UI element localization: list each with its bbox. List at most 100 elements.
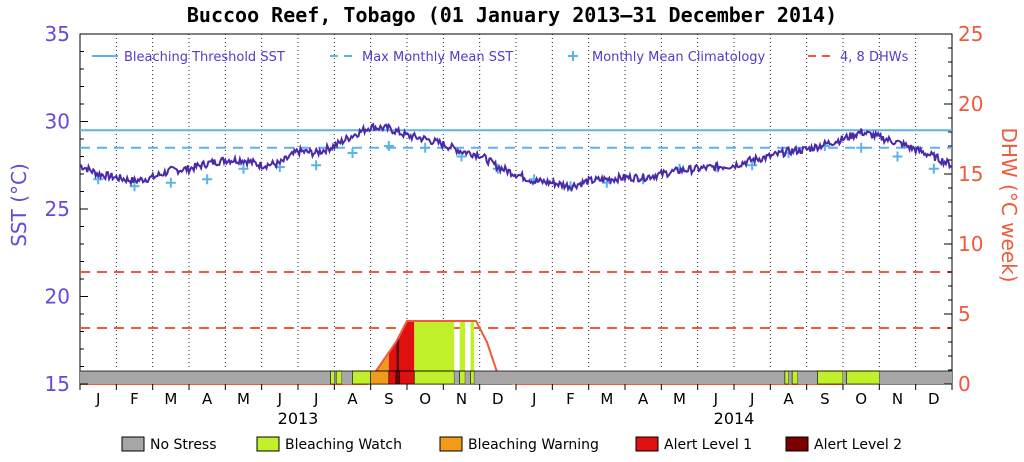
month-label: S bbox=[384, 390, 394, 408]
legend-swatch bbox=[121, 436, 145, 452]
left-tick-label: 35 bbox=[45, 22, 70, 46]
stress-segment bbox=[465, 371, 471, 384]
legend-swatch bbox=[256, 436, 280, 452]
stress-segment bbox=[784, 370, 789, 385]
month-label: A bbox=[202, 390, 213, 408]
legend-label: 4, 8 DHWs bbox=[840, 50, 909, 65]
stress-segment bbox=[788, 371, 793, 384]
month-label: M bbox=[600, 390, 613, 408]
right-tick-label: 0 bbox=[958, 372, 971, 396]
stress-level-bar bbox=[80, 370, 952, 385]
month-label: J bbox=[95, 390, 100, 408]
month-label: N bbox=[892, 390, 903, 408]
left-axis: 15 20 25 30 35 bbox=[45, 22, 88, 396]
stress-segment bbox=[388, 370, 397, 385]
month-label: S bbox=[820, 390, 830, 408]
left-tick-label: 15 bbox=[45, 372, 70, 396]
climatology-point bbox=[165, 177, 176, 188]
legend-swatch bbox=[568, 51, 578, 61]
month-label: N bbox=[456, 390, 467, 408]
right-axis: 0 5 10 15 20 25 bbox=[944, 22, 983, 396]
legend-swatch bbox=[785, 436, 809, 452]
month-label: A bbox=[638, 390, 649, 408]
climatology-point bbox=[238, 163, 249, 174]
month-label: F bbox=[566, 390, 575, 408]
stress-segment bbox=[879, 371, 952, 384]
stress-segment bbox=[335, 370, 342, 385]
month-label: J bbox=[749, 390, 754, 408]
stress-segment bbox=[413, 370, 455, 385]
legend-label: Alert Level 2 bbox=[814, 437, 902, 453]
legend-swatch bbox=[635, 436, 659, 452]
stress-segment bbox=[846, 370, 880, 385]
month-label: M bbox=[673, 390, 686, 408]
month-label: J bbox=[313, 390, 318, 408]
year-label: 2014 bbox=[714, 409, 755, 428]
legend-label: Alert Level 1 bbox=[664, 437, 752, 453]
legend-label: Bleaching Watch bbox=[285, 437, 402, 453]
legend-label: Bleaching Warning bbox=[468, 437, 599, 453]
month-gridlines bbox=[115, 34, 917, 370]
stress-segment bbox=[459, 370, 466, 385]
stress-segment bbox=[370, 370, 390, 385]
legend-label: Bleaching Threshold SST bbox=[124, 50, 285, 65]
right-tick-label: 25 bbox=[958, 22, 983, 46]
sst-line bbox=[79, 122, 953, 193]
stress-segment bbox=[817, 370, 844, 385]
climatology-point bbox=[311, 160, 322, 171]
x-axis: J F M A M J J A S O N D J F M A M J J A S O N D 2013 2014 bbox=[79, 384, 953, 428]
stress-segment bbox=[399, 370, 415, 385]
month-label: F bbox=[130, 390, 139, 408]
year-label: 2013 bbox=[278, 409, 319, 428]
month-label: O bbox=[855, 390, 867, 408]
legend-label: Max Monthly Mean SST bbox=[362, 50, 513, 65]
left-tick-label: 20 bbox=[45, 285, 70, 309]
legend-swatch bbox=[439, 436, 463, 452]
chart-title: Buccoo Reef, Tobago (01 January 2013–31 … bbox=[187, 3, 837, 27]
left-tick-label: 30 bbox=[45, 110, 70, 134]
stress-segment bbox=[352, 370, 371, 385]
month-label: O bbox=[419, 390, 431, 408]
month-label: M bbox=[164, 390, 177, 408]
legend-label: Monthly Mean Climatology bbox=[592, 50, 766, 65]
legend-top: Bleaching Threshold SST Max Monthly Mean … bbox=[92, 50, 909, 65]
left-axis-label: SST (°C) bbox=[7, 163, 31, 247]
month-label: M bbox=[237, 390, 250, 408]
month-label: A bbox=[347, 390, 358, 408]
stress-segment bbox=[791, 370, 798, 385]
month-label: J bbox=[713, 390, 718, 408]
climatology-point bbox=[892, 151, 903, 162]
climatology-point bbox=[383, 141, 394, 151]
climatology-point bbox=[747, 160, 758, 171]
stress-segment bbox=[80, 371, 331, 384]
stress-segment bbox=[797, 371, 818, 384]
stress-segment bbox=[334, 371, 337, 384]
month-label: J bbox=[531, 390, 536, 408]
reference-lines bbox=[80, 129, 952, 329]
climatology-point bbox=[347, 148, 358, 158]
right-tick-label: 5 bbox=[958, 302, 971, 326]
dhw-fill-segment bbox=[414, 321, 455, 384]
month-label: D bbox=[928, 390, 940, 408]
stress-segment bbox=[341, 371, 353, 384]
climatology-point bbox=[420, 142, 431, 153]
right-axis-label: DHW (°C week) bbox=[997, 127, 1021, 282]
stress-segment bbox=[395, 370, 401, 385]
stress-segment bbox=[843, 371, 847, 384]
stress-segment bbox=[474, 371, 785, 384]
stress-segment bbox=[330, 370, 335, 385]
stress-segment bbox=[454, 371, 460, 384]
dhw-fill-segment bbox=[459, 321, 466, 384]
month-label: D bbox=[492, 390, 504, 408]
dhw-fill-segment bbox=[470, 321, 475, 384]
legend-label: No Stress bbox=[150, 437, 217, 453]
dhw-fill-segment bbox=[399, 321, 415, 384]
month-label: A bbox=[783, 390, 794, 408]
month-label: J bbox=[277, 390, 282, 408]
right-tick-label: 15 bbox=[958, 162, 983, 186]
right-tick-label: 20 bbox=[958, 92, 983, 116]
stress-segment bbox=[470, 370, 475, 385]
climatology-point bbox=[202, 174, 213, 185]
right-tick-label: 10 bbox=[958, 232, 983, 256]
